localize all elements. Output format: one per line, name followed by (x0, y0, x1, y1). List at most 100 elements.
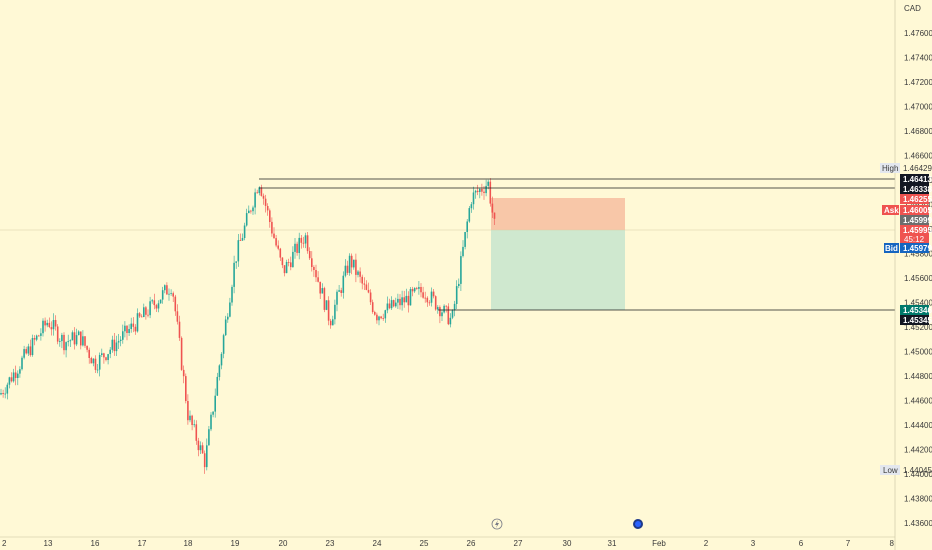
candle-body (468, 208, 471, 222)
take-profit-zone[interactable] (491, 230, 625, 310)
candle-body (386, 303, 389, 311)
candle-body (33, 338, 36, 340)
level-tag-1-value: 1.46413 (903, 175, 932, 184)
candle-body (363, 283, 366, 285)
candle-body (266, 206, 269, 211)
price-tick-label: 1.44200 (904, 446, 932, 455)
level-tag-2[interactable]: 1.46338 (900, 184, 932, 194)
candle-body (476, 190, 479, 192)
candle-body (458, 283, 460, 286)
candle-body (252, 207, 254, 212)
candle-body (201, 445, 204, 454)
candle-body (262, 195, 265, 199)
price-ticks: 1.47600 1.47400 1.47200 1.47000 1.46800 1.466… (904, 29, 932, 528)
mid-tag[interactable]: 1.45999 (900, 215, 932, 225)
time-tick-label: 6 (799, 539, 804, 548)
candle-body (8, 377, 11, 385)
candle-body (176, 311, 179, 322)
price-tick-label: 1.44600 (904, 397, 932, 406)
candle-body (483, 191, 485, 193)
price-tick-label: 1.44800 (904, 372, 932, 381)
stop-loss-zone[interactable] (491, 198, 625, 230)
economic-event-icon[interactable] (633, 519, 643, 529)
candle-body (38, 335, 40, 337)
candle-body (109, 349, 111, 355)
time-ticks: 2 13 16 17 18 19 20 23 24 25 26 27 30 31 Feb 2 3 6 7 8 (2, 539, 895, 548)
lightning-icon[interactable] (491, 518, 503, 530)
candle-body (73, 332, 76, 345)
level-tag-1[interactable]: 1.46413 (900, 174, 932, 184)
time-tick-label: 13 (44, 539, 53, 548)
candle-body (401, 297, 403, 306)
candle-body (0, 393, 2, 395)
candle-body (271, 221, 273, 234)
candle-body (248, 210, 250, 214)
time-tick-label: 30 (563, 539, 572, 548)
candle-body (399, 298, 401, 306)
candle-body (82, 336, 84, 346)
candle-body (63, 334, 65, 351)
mid-tag-value: 1.45999 (903, 216, 932, 225)
candle-body (86, 345, 88, 350)
candle-body (403, 297, 405, 303)
candle-body (388, 303, 391, 309)
candle-body (124, 325, 126, 332)
candle-body (279, 248, 282, 258)
candle-body (411, 289, 414, 292)
candle-body (382, 318, 384, 319)
support-tag-2[interactable]: 1.45345 (900, 315, 932, 325)
price-tick-label: 1.45800 (904, 250, 932, 259)
candle-body (443, 305, 445, 313)
candle-body (298, 237, 300, 253)
candle-body (384, 310, 387, 319)
candle-body (245, 213, 248, 226)
candle-body (277, 245, 279, 249)
candle-body (275, 238, 277, 246)
candle-body (451, 310, 454, 318)
candle-body (159, 299, 162, 304)
candle-body (338, 290, 340, 292)
high-tag-label: High (882, 164, 898, 173)
candle-body (313, 267, 315, 270)
candle-body (296, 243, 298, 253)
candle-body (216, 376, 219, 396)
candle-body (130, 323, 132, 329)
candle-body (48, 322, 51, 327)
price-tick-label: 1.46600 (904, 152, 932, 161)
price-tick-label: 1.44400 (904, 421, 932, 430)
price-tick-label: 1.46800 (904, 127, 932, 136)
candle-body (308, 251, 311, 259)
candle-body (168, 293, 170, 295)
time-tick-label: 7 (846, 539, 851, 548)
bar-countdown: 45:12 (904, 235, 925, 244)
candle-body (46, 322, 48, 326)
support-tag[interactable]: 1.45346 (900, 305, 932, 315)
candle-body (145, 307, 147, 315)
candle-body (227, 316, 229, 320)
candle-body (25, 349, 27, 354)
candle-body (464, 232, 466, 247)
ask-tag-label: Ask (884, 206, 899, 215)
stop-tag[interactable]: 1.46255 (900, 194, 932, 204)
candle-body (122, 331, 124, 340)
time-tick-label: 25 (420, 539, 429, 548)
time-tick-label: 2 (704, 539, 709, 548)
candle-body (319, 281, 321, 294)
price-tick-label: 1.47600 (904, 29, 932, 38)
candle-body (422, 292, 424, 298)
candle-body (61, 334, 63, 342)
candle-body (369, 292, 372, 303)
candle-body (75, 335, 78, 345)
candle-body (4, 393, 6, 395)
candle-body (210, 414, 212, 430)
candle-body (52, 320, 55, 330)
candle-body (80, 331, 82, 346)
time-tick-label: 8 (890, 539, 895, 548)
candle-body (315, 270, 317, 278)
candle-body (378, 316, 380, 321)
price-tick-label: 1.47400 (904, 54, 932, 63)
candle-body (44, 320, 46, 326)
candle-body (88, 349, 90, 358)
candle-body (487, 181, 489, 186)
